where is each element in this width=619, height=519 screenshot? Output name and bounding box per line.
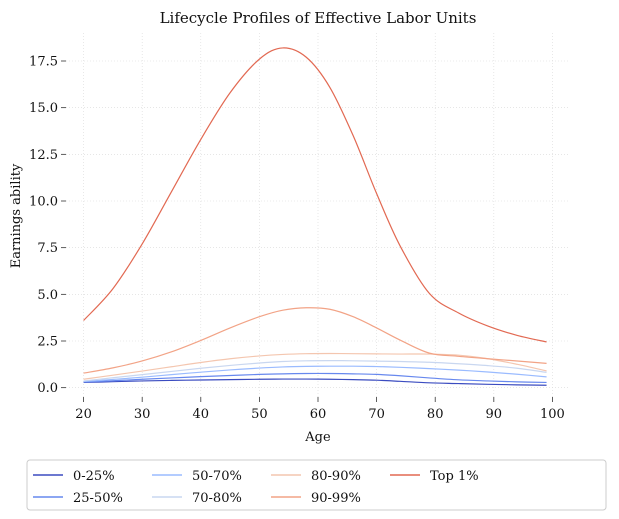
x-axis-ticks: 20 30 40 50 60 70 80 90 100	[75, 397, 565, 422]
grid-lines	[66, 33, 570, 397]
y-tick-label: 0.0	[37, 381, 58, 396]
series-line-90-99-	[84, 308, 547, 373]
x-tick-label: 80	[427, 407, 444, 422]
x-tick-label: 20	[75, 407, 92, 422]
legend-label: 80-90%	[311, 469, 361, 484]
x-tick-label: 60	[310, 407, 327, 422]
legend-label: 70-80%	[192, 491, 242, 506]
x-tick-label: 100	[540, 407, 565, 422]
y-tick-label: 2.5	[37, 335, 58, 350]
x-tick-label: 70	[368, 407, 385, 422]
y-tick-label: 17.5	[29, 55, 58, 70]
y-axis-label: Earnings ability	[9, 163, 24, 268]
series-lines	[84, 48, 547, 385]
series-line-top-1-	[84, 48, 547, 342]
y-tick-label: 12.5	[29, 148, 58, 163]
legend-label: Top 1%	[430, 469, 479, 484]
x-tick-label: 40	[193, 407, 210, 422]
x-tick-label: 30	[134, 407, 151, 422]
chart-title: Lifecycle Profiles of Effective Labor Un…	[160, 9, 477, 27]
x-axis-label: Age	[304, 430, 331, 445]
y-tick-label: 10.0	[29, 195, 58, 210]
x-tick-label: 90	[486, 407, 503, 422]
y-tick-label: 15.0	[29, 101, 58, 116]
y-axis-ticks: 0.0 2.5 5.0 7.5 10.0 12.5 15.0 17.5	[29, 55, 66, 397]
y-tick-label: 7.5	[37, 241, 58, 256]
legend-label: 50-70%	[192, 469, 242, 484]
x-tick-label: 50	[251, 407, 268, 422]
legend: 0-25% 25-50% 50-70% 70-80% 80-90% 90-99% Top 1…	[27, 460, 606, 510]
legend-label: 90-99%	[311, 491, 361, 506]
legend-label: 25-50%	[73, 491, 123, 506]
y-tick-label: 5.0	[37, 288, 58, 303]
legend-label: 0-25%	[73, 469, 115, 484]
